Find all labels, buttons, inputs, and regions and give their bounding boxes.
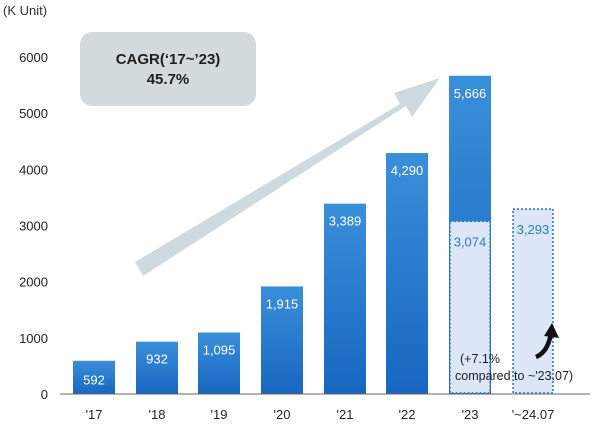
bar-value-label: 932: [146, 352, 168, 367]
partial-bar-value-label: 3,293: [517, 222, 550, 237]
cagr-value: 45.7%: [147, 71, 190, 88]
y-axis: 0 1000 2000 3000 4000 5000 6000: [19, 50, 48, 402]
partial-bar-value-label: 3,074: [454, 234, 487, 249]
partial-bar: [449, 220, 491, 394]
x-tick-label: '20: [274, 407, 291, 422]
x-tick-label: '23: [462, 407, 479, 422]
y-tick-label: 3000: [19, 219, 48, 234]
x-tick-label: '19: [211, 407, 228, 422]
growth-note-line2: compared to ~'23.07): [455, 369, 573, 383]
bars-group: 592 932 1,095 1,915 3,389 4,290 5,666 3,074 3,29…: [73, 75, 554, 394]
bar-value-label: 592: [83, 373, 105, 388]
unit-label: (K Unit): [3, 3, 47, 18]
x-tick-label: '18: [149, 407, 166, 422]
partial-bar: [512, 208, 554, 394]
growth-note-line1: (+7.1%: [460, 352, 500, 366]
bar: [324, 203, 366, 394]
bar: [73, 360, 115, 394]
growth-arrow: [135, 78, 440, 276]
y-tick-label: 6000: [19, 50, 48, 65]
bar: [198, 332, 240, 394]
x-tick-label: '17: [86, 407, 103, 422]
x-axis: '17 '18 '19 '20 '21 '22 '23 '~24.07: [86, 407, 555, 422]
bar-value-label: 3,389: [329, 214, 362, 229]
bar: [136, 341, 178, 394]
bar: [386, 153, 428, 394]
cagr-title: CAGR(‘17~’23): [116, 51, 221, 68]
x-tick-label: '22: [399, 407, 416, 422]
bar-value-label: 1,095: [203, 342, 236, 357]
curved-arrow-head-icon: [544, 323, 559, 338]
cagr-box: [80, 32, 256, 106]
x-tick-label: '21: [337, 407, 354, 422]
y-tick-label: 1000: [19, 331, 48, 346]
bar-value-label: 1,915: [266, 296, 299, 311]
x-tick-label: '~24.07: [512, 407, 555, 422]
bar-value-label: 5,666: [454, 86, 487, 101]
y-tick-label: 5000: [19, 106, 48, 121]
y-tick-label: 4000: [19, 162, 48, 177]
y-tick-label: 2000: [19, 275, 48, 290]
bar: [261, 286, 303, 394]
y-tick-label: 0: [41, 387, 48, 402]
bar-value-label: 4,290: [391, 163, 424, 178]
